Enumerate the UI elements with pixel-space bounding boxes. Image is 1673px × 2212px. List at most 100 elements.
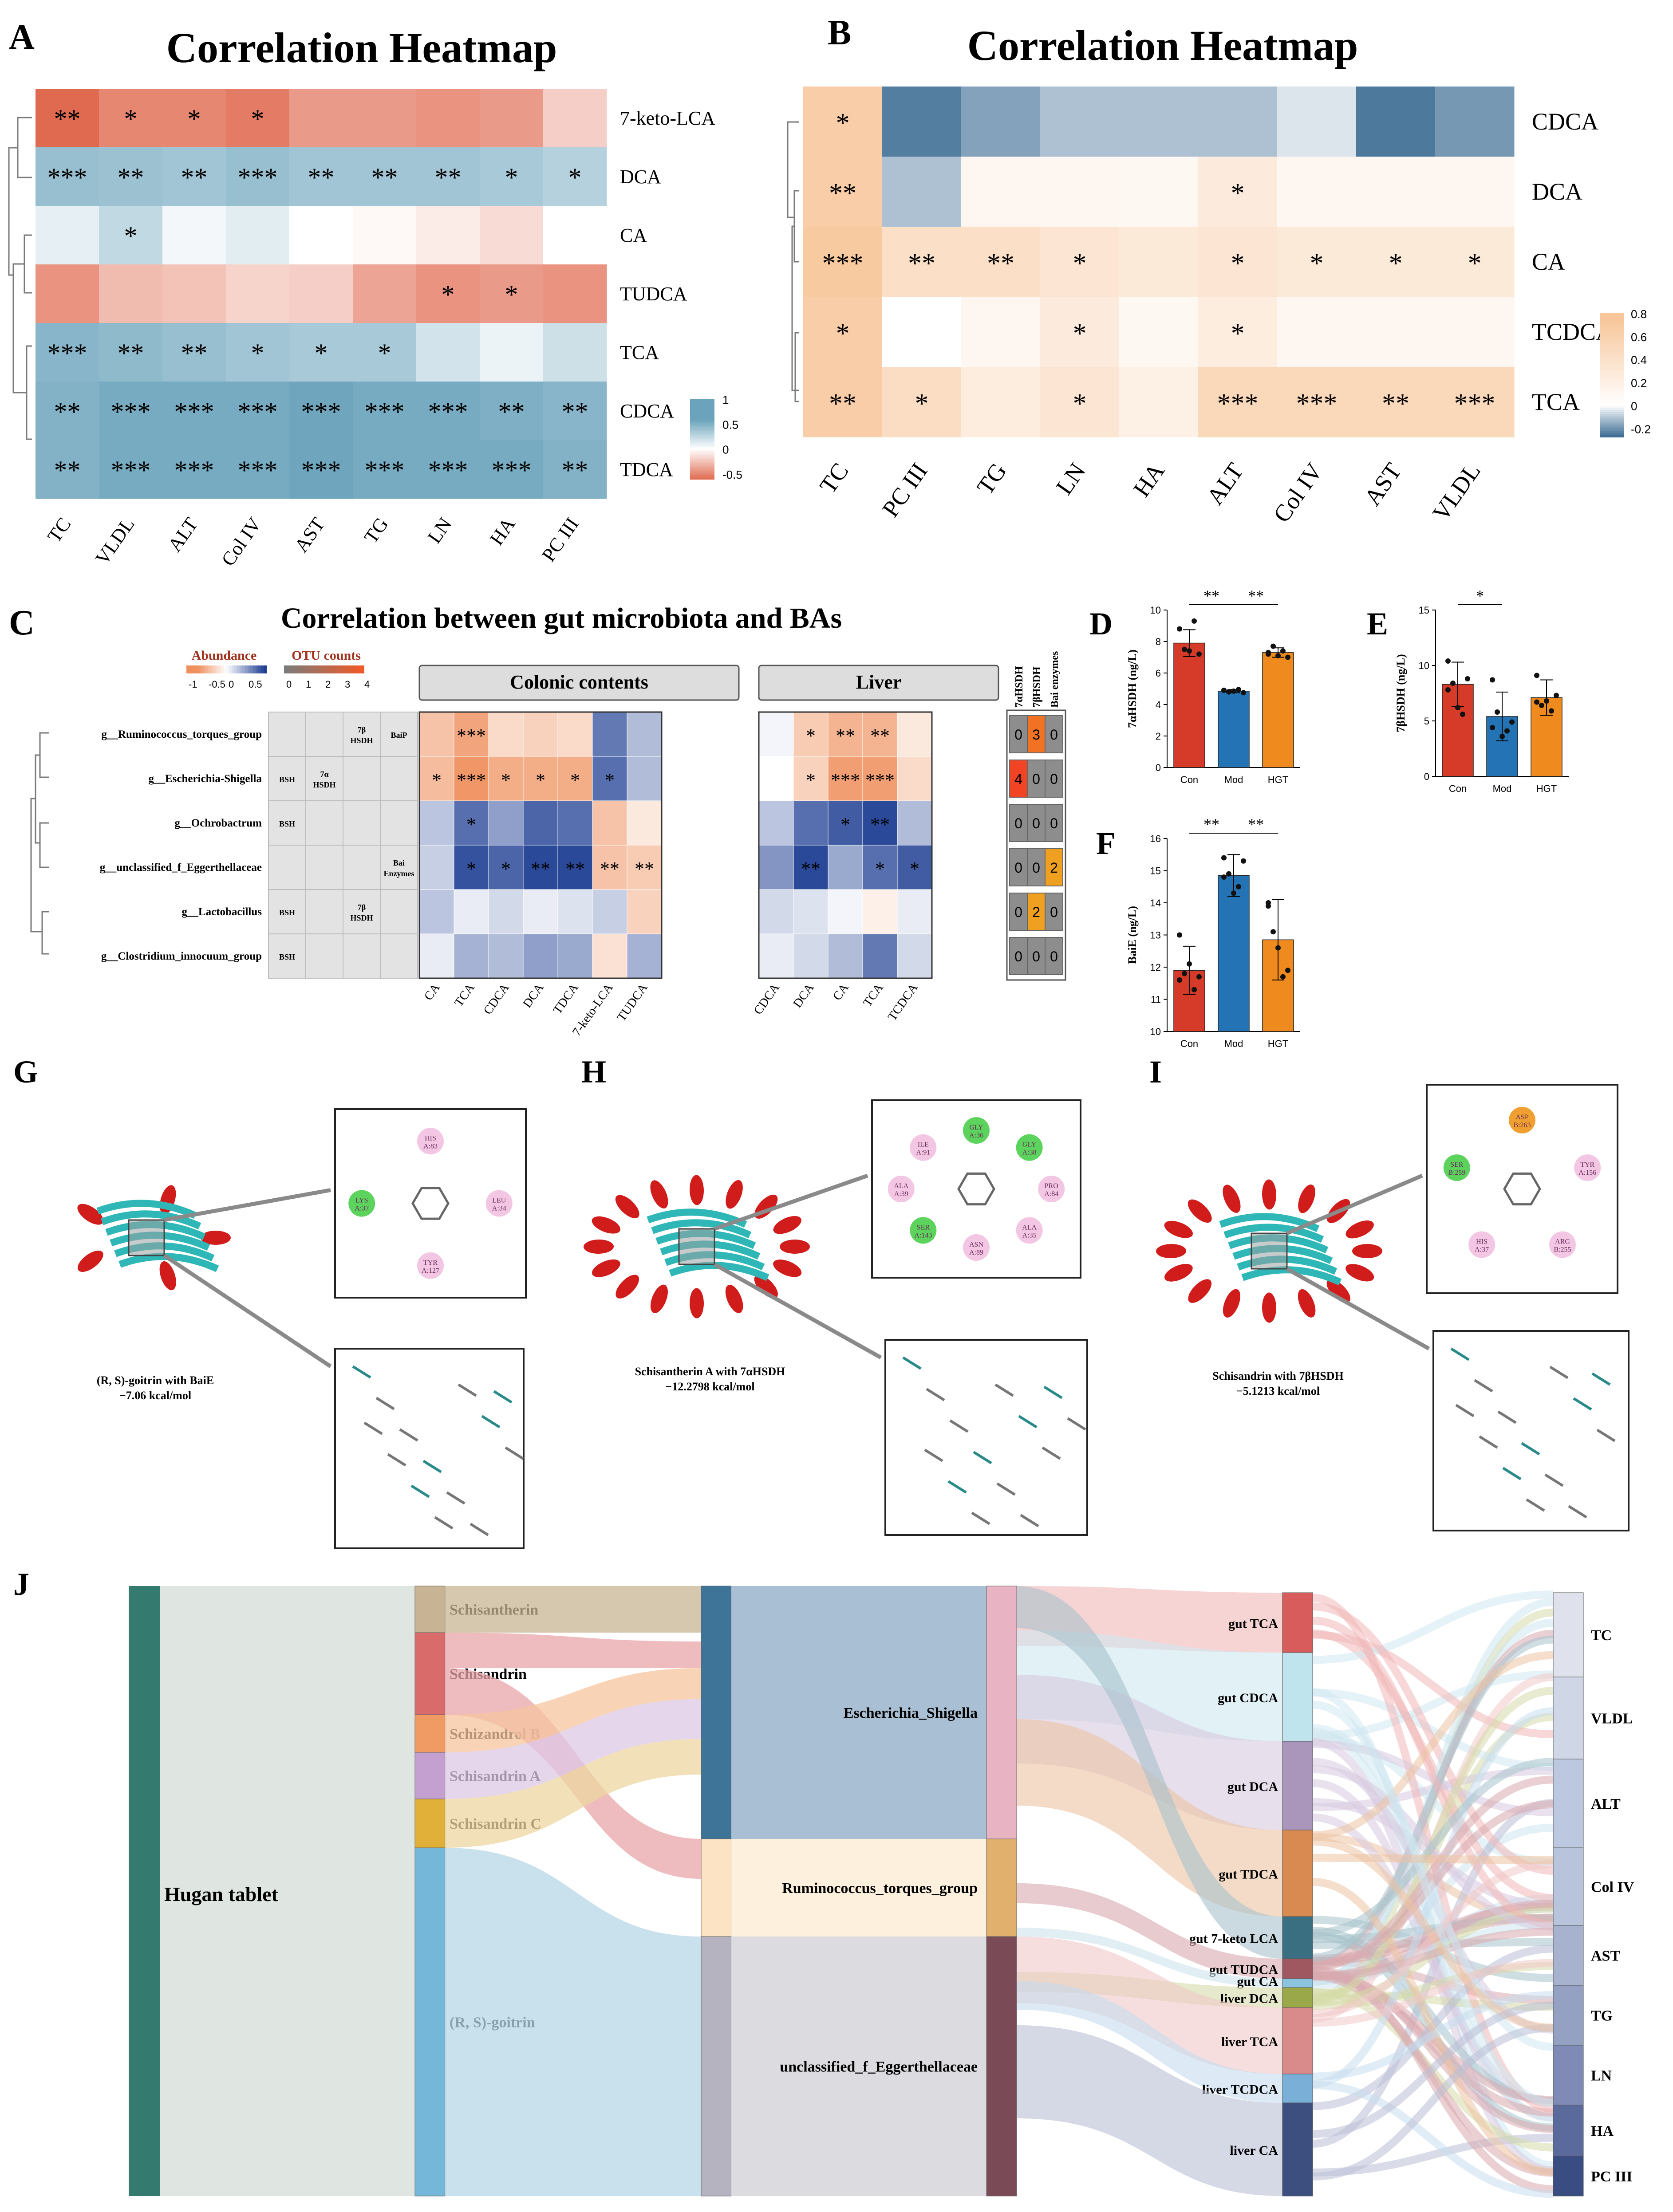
legend-a-tick: 0: [722, 443, 729, 457]
sankey-flow: [731, 1839, 986, 1936]
heatmap-b-cell: [961, 227, 1041, 297]
bar-data-point: [1495, 709, 1500, 715]
colonic-star: ***: [457, 769, 486, 791]
legend-b-gradient: [1600, 381, 1624, 384]
otu-value: 0: [1050, 949, 1058, 964]
legend-b-gradient: [1600, 370, 1624, 374]
bar-group-label: Mod: [1224, 1038, 1243, 1049]
sankey-flow: [1312, 2023, 1554, 2181]
residue-label: A:156: [1578, 1169, 1596, 1177]
colonic-cell: [592, 845, 627, 890]
heatmap-a-cell: [226, 440, 290, 499]
heatmap-a-row-label: CA: [620, 224, 647, 246]
heatmap-a-cell: [99, 264, 163, 323]
liver-cell: [897, 933, 932, 979]
heatmap-b-row-label: CDCA: [1532, 108, 1598, 135]
otu-col-label: 7βHSDH: [1031, 666, 1043, 708]
dendro-a: [17, 117, 32, 178]
otu-legend-gradient: [345, 665, 348, 673]
bar-y-tick-label: 0: [1156, 762, 1161, 773]
heatmap-a-row-label: 7-keto-LCA: [620, 107, 715, 129]
bar-mean: [1218, 691, 1250, 768]
heatmap-b-cell: [1040, 87, 1120, 157]
docking-energy: −12.2798 kcal/mol: [665, 1380, 754, 1393]
bar-data-point: [1490, 725, 1495, 730]
heatmap-b-cell: [1119, 297, 1199, 367]
heatmap-a-cell: [543, 323, 607, 382]
legend-b-gradient: [1600, 323, 1624, 326]
colonic-cell: [419, 800, 454, 846]
legend-a-gradient: [690, 423, 714, 425]
legend-a-gradient: [690, 443, 714, 445]
legend-a-gradient: [690, 461, 714, 462]
liver-cell: [897, 889, 932, 934]
legend-b-gradient: [1600, 344, 1624, 346]
colonic-header-label: Colonic contents: [510, 671, 648, 693]
heatmap-b-cell: [1435, 87, 1515, 157]
legend-b-gradient: [1600, 354, 1624, 357]
abundance-legend-gradient: [245, 665, 248, 673]
heatmap-b-star: ***: [822, 248, 864, 279]
residue-label: PRO: [1045, 1182, 1058, 1190]
legend-a-gradient: [690, 405, 714, 406]
heatmap-a-star: ***: [238, 456, 278, 485]
colonic-cell: [419, 889, 454, 934]
pointer-arrow: [163, 1254, 332, 1368]
heatmap-b-col-label: VLDL: [1427, 458, 1486, 525]
helix: [1164, 1263, 1193, 1282]
legend-a-tick: 1: [722, 393, 729, 406]
bar-y-tick-label: 15: [1150, 866, 1161, 877]
legend-a-gradient: [690, 401, 714, 402]
sankey-flow: [1017, 1883, 1282, 1979]
heatmap-b-cell: [882, 227, 962, 297]
colonic-cell: [488, 933, 524, 979]
otu-legend-gradient: [361, 665, 364, 673]
bar-y-tick-label: 14: [1150, 897, 1161, 909]
otu-legend-gradient: [324, 665, 327, 673]
heatmap-b-star: *: [1073, 248, 1087, 279]
legend-b-gradient: [1600, 426, 1624, 429]
heatmap-b-cell: [1040, 297, 1120, 367]
abundance-legend-gradient: [240, 665, 243, 673]
bar-data-point: [1231, 688, 1236, 694]
heatmap-b-star: *: [1389, 248, 1403, 279]
stick-bond: [902, 1356, 922, 1370]
liver-star: ***: [865, 769, 895, 791]
sankey-label-ba: gut 7-keto LCA: [1189, 1932, 1278, 1946]
otu-legend-gradient: [292, 665, 295, 673]
bar-data-point: [1196, 974, 1202, 980]
residue-label: HIS: [425, 1134, 436, 1142]
otu-legend-gradient: [287, 665, 290, 673]
heatmap-a-cell: [543, 264, 607, 323]
liver-star: **: [870, 725, 890, 747]
sankey-label-ba: gut CDCA: [1218, 1691, 1278, 1705]
legend-b-gradient: [1600, 383, 1624, 386]
colonic-cell: [627, 845, 662, 890]
helix: [616, 1275, 639, 1299]
enzyme-grid-label: 7β: [358, 903, 366, 912]
bar-data-point: [1226, 689, 1231, 695]
heatmap-b-cell: [1119, 367, 1199, 437]
heatmap-b-cell: [1277, 227, 1357, 297]
stick-bond: [1474, 1379, 1493, 1393]
heatmap-a-cell: [416, 440, 480, 499]
bar-data-point: [1236, 687, 1241, 693]
panel-b-letter: B: [828, 13, 851, 52]
liver-col-label: TCA: [860, 981, 886, 1009]
liver-cell: [758, 756, 794, 801]
heatmap-a-star: *: [568, 163, 582, 192]
otu-legend-tick: 1: [306, 679, 311, 690]
bar-data-point: [1534, 699, 1539, 705]
heatmap-a-cell: [353, 323, 417, 382]
legend-b-tick: -0.2: [1631, 422, 1651, 436]
heatmap-a-cell: [99, 323, 163, 382]
legend-a-gradient: [690, 463, 714, 465]
bar-data-point: [1465, 676, 1470, 681]
otu-value: 0: [1032, 860, 1040, 876]
otu-cell: [1009, 760, 1028, 798]
dendro-b: [794, 332, 799, 402]
helix: [754, 1275, 778, 1299]
heatmap-a-col-label: HA: [485, 513, 520, 549]
sankey-node-ba: [1282, 1978, 1313, 1988]
bar-y-tick-label: 4: [1156, 699, 1161, 710]
